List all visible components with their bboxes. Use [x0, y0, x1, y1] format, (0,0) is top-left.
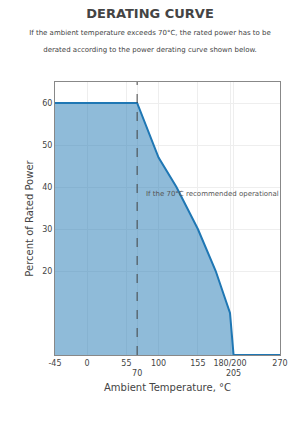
svg-text:30: 30 — [42, 225, 52, 234]
svg-text:205: 205 — [226, 369, 241, 378]
svg-text:100: 100 — [151, 359, 166, 368]
svg-text:If the 70°C recommended operat: If the 70°C recommended operational — [146, 190, 279, 198]
svg-text:50: 50 — [42, 141, 52, 150]
svg-text:55: 55 — [121, 359, 131, 368]
svg-text:0: 0 — [85, 359, 90, 368]
svg-text:Percent of Rated Power: Percent of Rated Power — [24, 159, 35, 276]
svg-text:70: 70 — [132, 369, 142, 378]
svg-text:270: 270 — [272, 359, 287, 368]
svg-text:DERATING CURVEIf the ambient t: DERATING CURVEIf the ambient temperature… — [29, 6, 271, 54]
svg-text:60: 60 — [42, 99, 52, 108]
svg-text:20: 20 — [42, 267, 52, 276]
svg-text:40: 40 — [42, 183, 52, 192]
svg-text:180/200: 180/200 — [213, 359, 246, 368]
svg-text:Ambient Temperature, °C: Ambient Temperature, °C — [104, 382, 231, 393]
svg-text:155: 155 — [190, 359, 205, 368]
svg-text:-45: -45 — [48, 359, 61, 368]
